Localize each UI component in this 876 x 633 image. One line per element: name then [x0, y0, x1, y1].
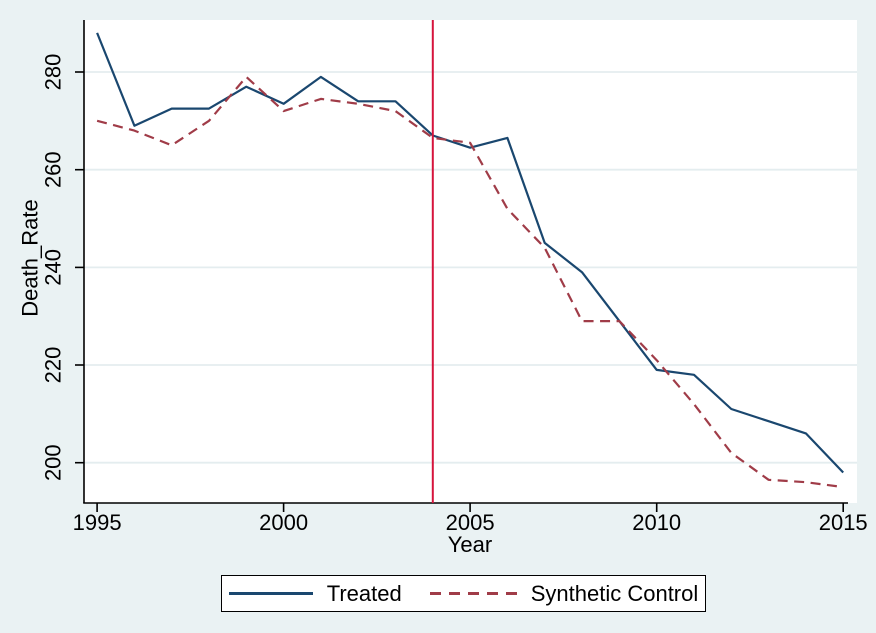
x-tick-label: 2015	[819, 510, 868, 535]
plot-background-layer	[84, 20, 857, 503]
legend-label: Synthetic Control	[530, 580, 699, 606]
y-tick-label: 220	[41, 347, 66, 384]
y-tick-label: 260	[41, 151, 66, 188]
series-line-synthetic-control	[96, 75, 844, 489]
legend-label: Treated	[326, 580, 402, 606]
legend-entry-treated: Treated	[228, 580, 402, 606]
plot-area-background	[84, 20, 857, 503]
legend: Treated Synthetic Control	[221, 575, 706, 612]
x-tick-label: 2005	[446, 510, 495, 535]
x-axis-title: Year	[448, 532, 492, 557]
y-tick-label: 240	[41, 249, 66, 286]
legend-dashed-line-swatch	[429, 592, 517, 595]
x-tick-label: 1995	[73, 510, 122, 535]
x-tick-label: 2010	[632, 510, 681, 535]
y-tick-label: 280	[41, 54, 66, 91]
legend-entry-synthetic-control: Synthetic Control	[429, 580, 699, 606]
series-line-treated	[96, 32, 844, 474]
series-layer	[96, 32, 844, 489]
x-tick-label: 2000	[259, 510, 308, 535]
grid-layer	[84, 71, 857, 464]
legend-solid-line-swatch	[228, 592, 313, 595]
y-axis-title: Death_Rate	[18, 199, 43, 316]
y-tick-label: 200	[41, 444, 66, 481]
axes-layer: 200 220 240 260 280 1995 2000 2005 2010 2015	[41, 20, 868, 535]
